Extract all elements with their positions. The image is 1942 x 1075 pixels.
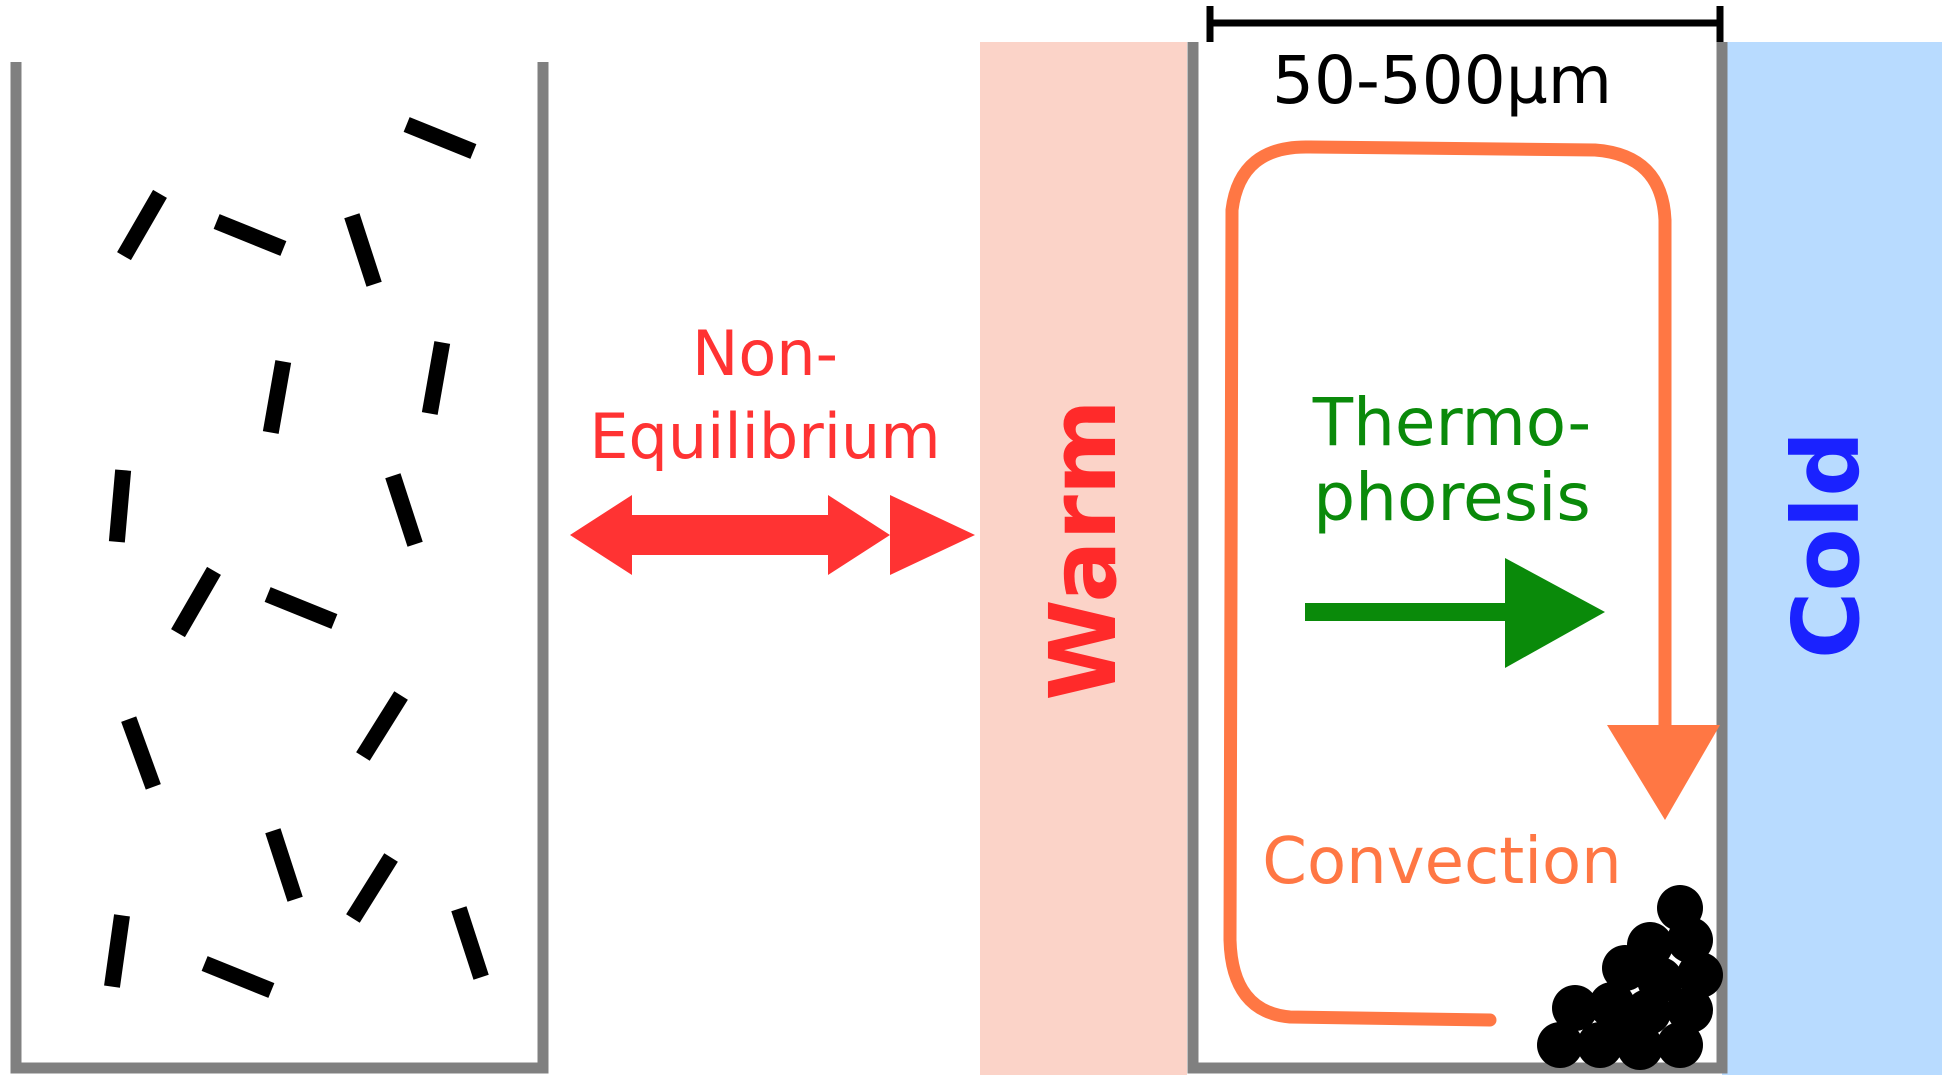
aggregate-particle — [1667, 917, 1713, 963]
convection-arrowhead — [1607, 725, 1720, 820]
rod-particle — [201, 956, 275, 998]
non-equilibrium-label-line1: Non- — [692, 317, 838, 390]
rod-particle — [385, 473, 423, 547]
particles-left — [104, 117, 489, 998]
rod-particle — [108, 469, 132, 543]
warm-label: Warm — [1030, 399, 1137, 701]
scale-label: 50-500µm — [1272, 42, 1612, 119]
rod-particle — [346, 853, 398, 923]
cold-label: Cold — [1773, 431, 1880, 659]
aggregate-particle — [1667, 987, 1713, 1033]
left-container — [10, 62, 549, 1074]
aggregate-particle — [1552, 985, 1598, 1031]
aggregate-particle — [1677, 952, 1723, 998]
aggregate-particle — [1602, 1005, 1642, 1045]
rod-particle — [265, 828, 303, 902]
aggregate-particle — [1657, 1022, 1703, 1068]
right-chamber — [1187, 42, 1728, 1074]
rod-particle — [356, 691, 408, 761]
rod-particle — [344, 213, 382, 287]
aggregate-particle — [1602, 945, 1648, 991]
convection-loop — [1223, 140, 1672, 1027]
rod-particle — [171, 566, 221, 638]
rod-particle — [121, 716, 161, 790]
thermophoresis-arrowhead — [1505, 558, 1605, 668]
thermophoresis-label-line2: phoresis — [1313, 459, 1591, 536]
rod-particle — [451, 906, 489, 980]
non-equilibrium-label-line2: Equilibrium — [589, 400, 940, 473]
convection-label: Convection — [1262, 825, 1621, 899]
rod-particle — [264, 587, 338, 629]
rod-particle — [104, 914, 130, 988]
rod-particle — [403, 117, 477, 159]
rod-particle — [213, 214, 287, 256]
rod-particle — [117, 189, 167, 261]
non-equilibrium-arrow — [570, 495, 975, 575]
scale-bar — [1206, 6, 1724, 42]
rod-particle — [421, 341, 451, 415]
rod-particle — [262, 360, 292, 434]
particle-aggregate — [1537, 885, 1723, 1070]
aggregate-particle — [1537, 1022, 1583, 1068]
thermophoresis-label-line1: Thermo- — [1312, 384, 1591, 461]
warm-region — [980, 42, 1187, 1075]
cold-region — [1722, 42, 1942, 1075]
